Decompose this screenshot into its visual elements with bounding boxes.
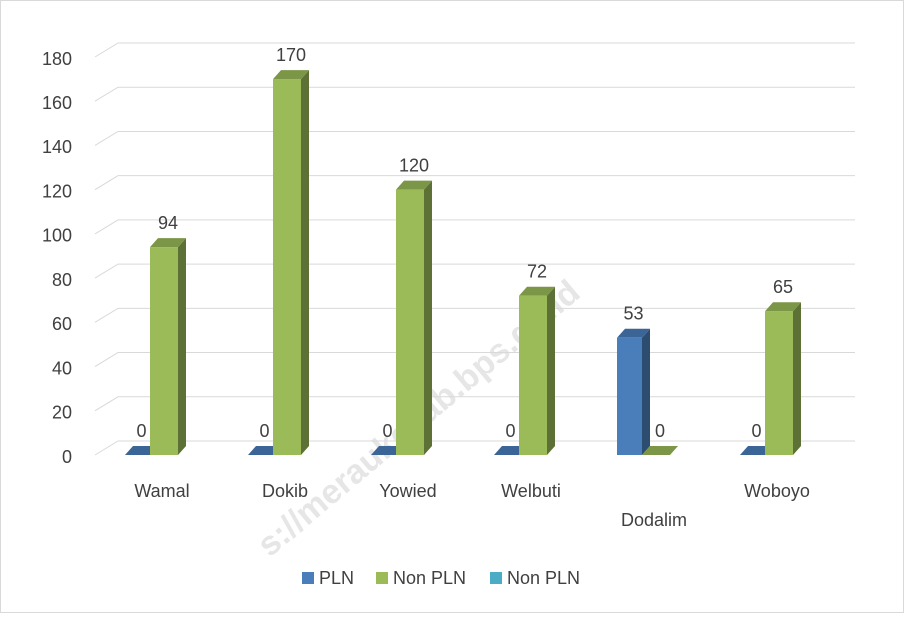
y-tick-label: 0 — [62, 447, 72, 467]
x-tick-label: Dokib — [262, 481, 308, 501]
y-tick-label: 140 — [42, 137, 72, 157]
legend-label: PLN — [319, 568, 354, 588]
x-tick-label: Yowied — [379, 481, 436, 501]
x-tick-label: Woboyo — [744, 481, 810, 501]
bar — [765, 311, 793, 455]
bar-top — [273, 70, 309, 80]
value-label: 94 — [158, 213, 178, 233]
grid-line — [94, 307, 855, 323]
grid-line — [94, 86, 855, 102]
legend-label: Non PLN — [507, 568, 580, 588]
bar-top — [494, 446, 527, 455]
bar-top — [765, 302, 801, 312]
y-tick-label: 20 — [52, 403, 72, 423]
grid-line — [94, 42, 855, 58]
legend-swatch — [490, 572, 502, 584]
y-tick-label: 160 — [42, 93, 72, 113]
bar-top — [617, 328, 650, 338]
grid-line — [94, 440, 855, 456]
bar-top — [125, 446, 158, 455]
value-label: 0 — [382, 421, 392, 441]
y-tick-label: 120 — [42, 181, 72, 201]
x-tick-label: Wamal — [134, 481, 189, 501]
grid-line — [94, 175, 855, 191]
x-tick-label: Welbuti — [501, 481, 561, 501]
value-label: 72 — [527, 262, 547, 282]
value-label: 170 — [276, 45, 306, 65]
value-label: 0 — [655, 421, 665, 441]
bar-side — [547, 286, 555, 455]
bar — [617, 337, 642, 455]
value-label: 0 — [259, 421, 269, 441]
y-tick-label: 40 — [52, 358, 72, 378]
legend-swatch — [376, 572, 388, 584]
bar-side — [642, 328, 650, 455]
bar — [519, 295, 547, 455]
value-label: 0 — [751, 421, 761, 441]
bar-top — [740, 446, 773, 455]
y-tick-label: 80 — [52, 270, 72, 290]
bar-side — [424, 180, 432, 455]
value-label: 53 — [623, 304, 643, 324]
x-tick-label: Dodalim — [621, 510, 687, 530]
bar-side — [301, 70, 309, 455]
legend-label: Non PLN — [393, 568, 466, 588]
value-label: 120 — [399, 155, 429, 175]
grid-line — [94, 352, 855, 367]
grid-line — [94, 263, 855, 279]
grid-line — [94, 219, 855, 235]
bar-top — [396, 180, 432, 190]
bar — [273, 79, 301, 455]
bar-top — [248, 446, 281, 455]
y-tick-label: 100 — [42, 226, 72, 246]
bar-side — [793, 302, 801, 455]
y-tick-label: 60 — [52, 314, 72, 334]
value-label: 0 — [136, 421, 146, 441]
bar-top — [371, 446, 404, 455]
bar-top — [519, 286, 555, 296]
y-tick-label: 180 — [42, 49, 72, 69]
bar-side — [178, 238, 186, 455]
bar-top — [642, 446, 678, 455]
bar — [150, 247, 178, 455]
grid-line — [94, 130, 855, 146]
bar-top — [150, 238, 186, 248]
value-label: 0 — [505, 421, 515, 441]
value-label: 65 — [773, 277, 793, 297]
legend-swatch — [302, 572, 314, 584]
bar — [396, 189, 424, 455]
grid-line — [94, 396, 855, 412]
